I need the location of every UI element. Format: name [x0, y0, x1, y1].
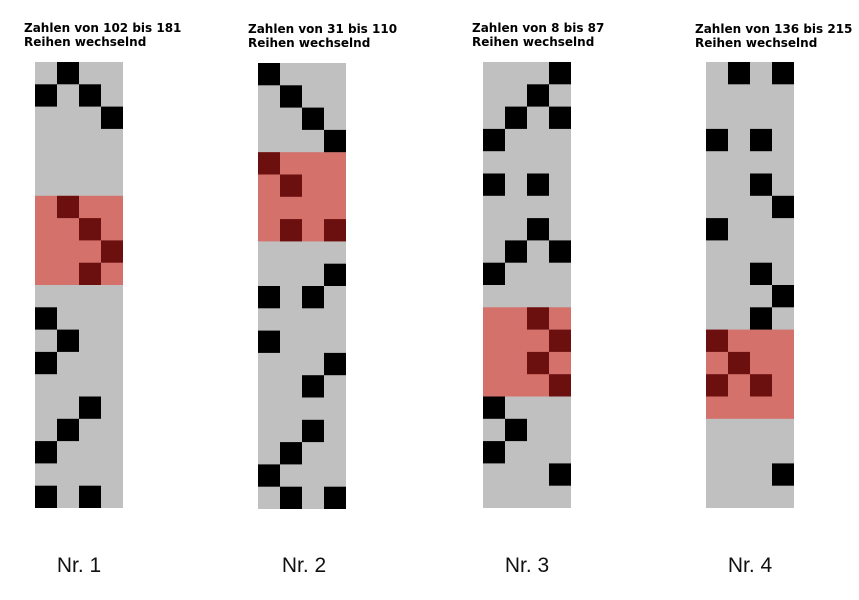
cell — [258, 330, 280, 353]
cell — [549, 106, 571, 129]
cell — [79, 218, 101, 241]
cell — [750, 173, 772, 196]
cell — [79, 485, 101, 508]
cell — [750, 374, 772, 397]
cell — [706, 128, 728, 152]
panel-heading: Zahlen von 8 bis 87 Reihen wechselnd — [472, 21, 604, 49]
cell — [324, 352, 346, 376]
cell — [302, 107, 324, 130]
cell — [728, 351, 750, 375]
cell — [280, 174, 302, 197]
cell — [750, 307, 772, 330]
cell — [527, 84, 549, 107]
cell — [549, 240, 571, 263]
panel-label: Nr. 1 — [56, 554, 102, 577]
cell — [706, 218, 728, 241]
cell — [258, 464, 280, 487]
cell — [505, 106, 527, 129]
cell — [35, 485, 57, 508]
cell — [35, 351, 57, 375]
panel-label: Nr. 2 — [281, 554, 327, 577]
cell — [750, 262, 772, 285]
cell — [79, 84, 101, 107]
cell — [35, 441, 57, 464]
panel-subtitle: Reihen wechselnd — [24, 35, 147, 49]
cell — [302, 375, 324, 398]
cell — [57, 62, 79, 85]
cell — [258, 63, 280, 86]
cell — [527, 351, 549, 375]
cell — [79, 396, 101, 419]
panel-title: Zahlen von 31 bis 110 — [248, 22, 398, 36]
cell — [280, 85, 302, 108]
cell — [527, 307, 549, 330]
cell — [527, 173, 549, 196]
cell — [549, 463, 571, 486]
cell — [483, 173, 505, 196]
cell — [280, 486, 302, 509]
cell — [302, 419, 324, 443]
cell — [706, 329, 728, 352]
cell — [35, 307, 57, 330]
cell — [706, 374, 728, 397]
cell — [35, 84, 57, 107]
cell — [549, 374, 571, 397]
panel-subtitle: Reihen wechselnd — [472, 35, 595, 49]
panel-heading: Zahlen von 136 bis 215 Reihen wechselnd — [695, 22, 852, 50]
cell — [57, 195, 79, 219]
cell — [302, 286, 324, 309]
cell — [258, 286, 280, 309]
cell — [772, 285, 794, 308]
panel-title: Zahlen von 102 bis 181 — [24, 21, 182, 35]
cell — [57, 418, 79, 442]
cell — [772, 195, 794, 219]
cell — [258, 152, 280, 175]
cell — [483, 396, 505, 419]
cell — [772, 463, 794, 486]
panel-subtitle: Reihen wechselnd — [248, 36, 371, 50]
panel-heading: Zahlen von 102 bis 181 Reihen wechselnd — [24, 21, 181, 49]
panel-title: Zahlen von 136 bis 215 — [695, 22, 853, 36]
cell — [324, 263, 346, 286]
cell — [483, 128, 505, 152]
cell — [324, 486, 346, 509]
cell — [324, 219, 346, 242]
cell — [483, 262, 505, 285]
cell — [101, 106, 123, 129]
cell — [57, 329, 79, 352]
panel-subtitle: Reihen wechselnd — [695, 36, 818, 50]
cell — [772, 62, 794, 85]
panel-label: Nr. 4 — [727, 554, 773, 577]
cell — [505, 418, 527, 442]
cell — [505, 240, 527, 263]
cell — [483, 441, 505, 464]
panel-label: Nr. 3 — [504, 554, 550, 577]
panel-title: Zahlen von 8 bis 87 — [472, 21, 605, 35]
cell — [324, 129, 346, 153]
cell — [280, 442, 302, 465]
cell — [527, 218, 549, 241]
cell — [549, 329, 571, 352]
cell — [101, 240, 123, 263]
cell — [549, 62, 571, 85]
cell — [79, 262, 101, 285]
cell — [750, 128, 772, 152]
cell — [728, 62, 750, 85]
cell — [280, 219, 302, 242]
panel-heading: Zahlen von 31 bis 110 Reihen wechselnd — [248, 22, 397, 50]
